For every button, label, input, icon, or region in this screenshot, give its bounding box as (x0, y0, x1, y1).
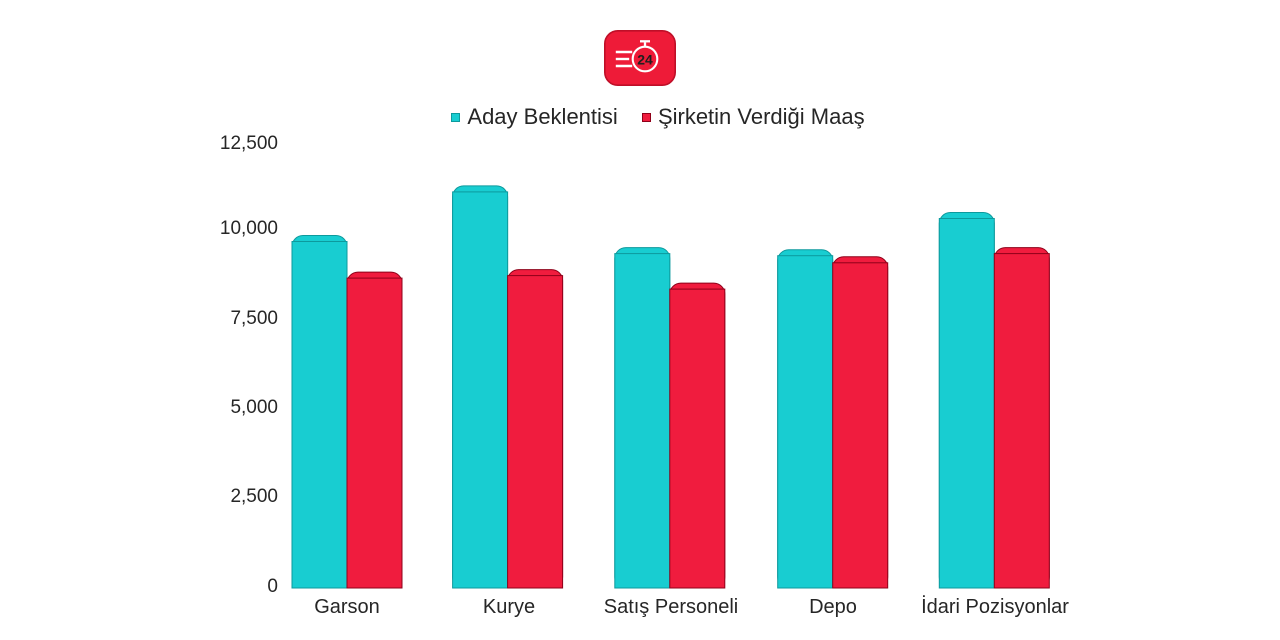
svg-text:5,000: 5,000 (230, 397, 278, 418)
svg-text:Depo: Depo (809, 596, 857, 618)
svg-text:Kurye: Kurye (483, 596, 535, 618)
svg-text:Satış Personeli: Satış Personeli (604, 596, 739, 618)
svg-text:İdari Pozisyonlar: İdari Pozisyonlar (921, 595, 1069, 618)
svg-text:7,500: 7,500 (230, 308, 278, 329)
svg-text:12,500: 12,500 (220, 133, 278, 154)
svg-text:Garson: Garson (314, 596, 380, 618)
svg-text:2,500: 2,500 (230, 486, 278, 507)
svg-text:10,000: 10,000 (220, 218, 278, 239)
svg-text:0: 0 (267, 576, 278, 597)
